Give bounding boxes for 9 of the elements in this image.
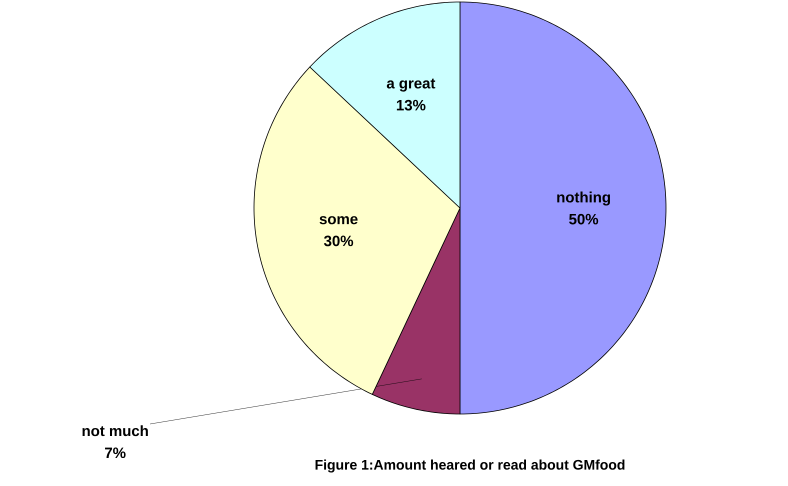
slice-label: not much bbox=[82, 425, 148, 436]
data-label: 50% bbox=[569, 214, 598, 224]
data-label: 13% bbox=[396, 100, 426, 110]
text: Figure 1:Amount heared or read about GMfood bbox=[316, 459, 624, 473]
data-label: 7% bbox=[105, 448, 126, 458]
slice-label: a great bbox=[386, 78, 436, 92]
data-label: 30% bbox=[324, 236, 354, 246]
slice-label: nothing bbox=[557, 192, 610, 206]
slice-label: some bbox=[320, 216, 358, 224]
